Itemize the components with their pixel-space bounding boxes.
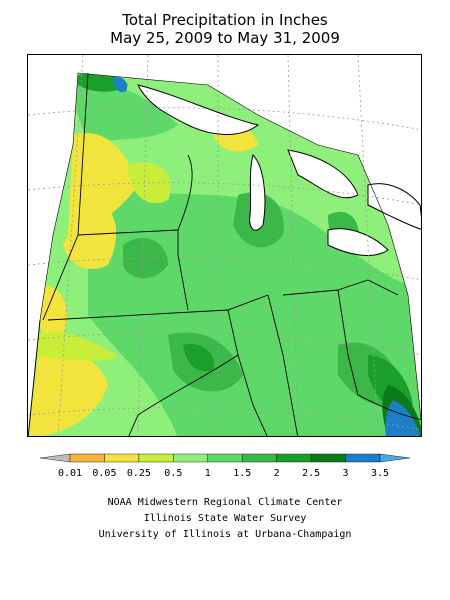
great-lakes [137,84,421,256]
credit-uiuc: University of Illinois at Urbana-Champai… [98,529,352,540]
legend-tick-label: 2 [274,468,280,479]
lat-lon-grid [28,55,421,436]
legend-tick-label: 0.01 [58,468,82,479]
precip-legend: 0.01 0.05 0.25 0.5 1 1.5 2 2.5 3 3.5 [39,450,411,480]
map-title: Total Precipitation in Inches [122,11,328,29]
legend-swatch [173,453,208,463]
legend-swatch [345,453,381,463]
legend-swatch [207,453,243,463]
legend-tick-label: 0.5 [164,468,182,479]
legend-tick-label: 0.05 [92,468,116,479]
legend-swatch [138,453,174,463]
legend-swatch [39,453,71,463]
credit-noaa: NOAA Midwestern Regional Climate Center [107,497,343,508]
legend-tick-label: 2.5 [302,468,320,479]
data-domain-outline [28,72,421,436]
precipitation-map [27,54,422,437]
legend-swatch [242,453,277,463]
legend-swatch [310,453,346,463]
map-date-range: May 25, 2009 to May 31, 2009 [110,29,340,47]
legend-swatch [276,453,312,463]
legend-swatch [379,453,411,463]
legend-tick-label: 0.25 [127,468,151,479]
credit-isws: Illinois State Water Survey [143,513,307,524]
legend-swatch [104,453,140,463]
state-borders [28,72,421,436]
legend-swatch [69,453,105,463]
legend-tick-label: 1 [205,468,211,479]
legend-tick-label: 3 [343,468,349,479]
legend-tick-label: 3.5 [371,468,389,479]
legend-tick-label: 1.5 [233,468,251,479]
